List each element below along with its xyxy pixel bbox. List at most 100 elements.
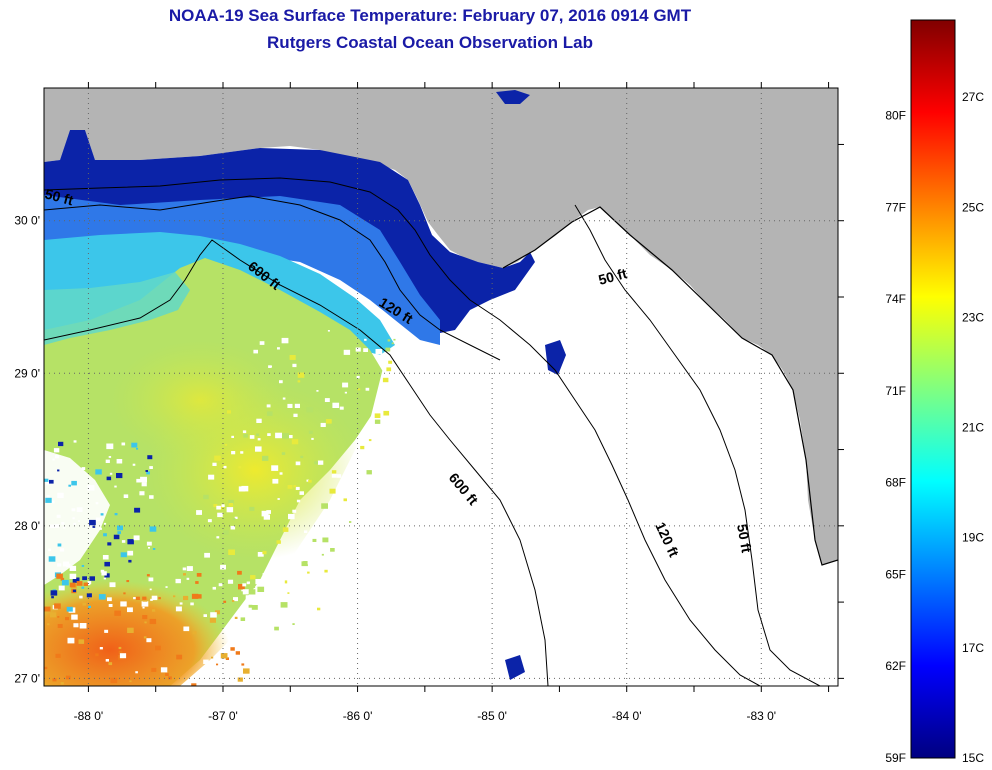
- speckle: [149, 588, 152, 591]
- speckle: [220, 564, 226, 570]
- speckle: [89, 519, 96, 526]
- speckle: [306, 407, 314, 413]
- speckle: [252, 341, 257, 345]
- speckle: [158, 597, 161, 600]
- speckle: [54, 524, 59, 528]
- speckle: [221, 504, 225, 507]
- speckle: [127, 627, 134, 633]
- speckle: [228, 549, 235, 555]
- speckle: [279, 380, 283, 384]
- speckle: [151, 667, 157, 672]
- speckle: [123, 494, 129, 498]
- speckle: [355, 368, 360, 372]
- speckle: [49, 612, 57, 618]
- speckle: [292, 363, 297, 368]
- speckle: [104, 561, 110, 567]
- speckle: [382, 377, 389, 383]
- speckle: [243, 668, 250, 674]
- speckle: [248, 604, 253, 608]
- speckle: [351, 362, 356, 366]
- speckle: [165, 586, 168, 588]
- speckle: [149, 618, 157, 625]
- speckle: [209, 617, 216, 623]
- speckle: [230, 525, 236, 530]
- speckle: [266, 510, 271, 514]
- speckle: [249, 435, 255, 439]
- cool-eddy: [44, 272, 190, 345]
- speckle: [250, 575, 256, 580]
- speckle: [99, 527, 102, 530]
- speckle: [230, 647, 235, 651]
- speckle: [291, 439, 299, 445]
- speckle: [246, 581, 250, 585]
- speckle: [308, 590, 312, 593]
- colorbar-celsius-label: 25C: [962, 200, 984, 214]
- colorbar-celsius-label: 27C: [962, 90, 984, 104]
- speckle: [354, 394, 359, 398]
- speckle: [66, 606, 73, 612]
- speckle: [208, 474, 215, 480]
- speckle: [301, 561, 308, 567]
- speckle: [45, 481, 50, 485]
- speckle: [374, 419, 381, 424]
- speckle: [183, 626, 190, 632]
- colorbar-fahrenheit-label: 74F: [885, 292, 906, 306]
- speckle: [57, 563, 62, 567]
- speckle: [304, 530, 308, 533]
- cloud-cover-center: [180, 350, 700, 686]
- speckle: [131, 442, 138, 448]
- speckle: [190, 602, 194, 606]
- speckle: [50, 524, 55, 529]
- speckle: [101, 571, 107, 576]
- speckle: [238, 584, 245, 590]
- speckle: [44, 666, 48, 670]
- speckle: [366, 470, 372, 475]
- speckle: [374, 413, 381, 418]
- speckle: [311, 437, 314, 440]
- speckle: [226, 507, 234, 513]
- speckle: [287, 560, 294, 567]
- lon-tick-label: -88 0': [74, 709, 104, 723]
- speckle: [242, 583, 247, 587]
- speckle: [165, 673, 169, 676]
- speckle: [160, 667, 168, 673]
- colorbar-fahrenheit-label: 68F: [885, 476, 906, 490]
- speckle: [69, 582, 76, 588]
- speckle: [135, 596, 140, 600]
- speckle: [142, 606, 145, 609]
- speckle: [368, 370, 372, 373]
- speckle: [149, 495, 154, 499]
- speckle: [295, 486, 300, 490]
- speckle: [127, 550, 134, 556]
- warm-core-north: [110, 340, 290, 460]
- speckle: [360, 445, 365, 450]
- contour-120ft-north: [44, 195, 501, 361]
- speckle: [95, 469, 102, 475]
- speckle: [300, 455, 304, 459]
- speckle: [321, 553, 324, 556]
- lat-tick-label: 28 0': [14, 519, 40, 533]
- speckle: [45, 497, 52, 503]
- speckle: [333, 375, 338, 380]
- speckle: [118, 646, 122, 650]
- speckle: [57, 469, 60, 472]
- speckle: [48, 548, 52, 552]
- speckle: [57, 492, 64, 498]
- speckle: [150, 598, 153, 601]
- speckle: [254, 556, 261, 563]
- speckle: [53, 448, 60, 453]
- speckle: [293, 485, 297, 488]
- speckle: [49, 479, 54, 484]
- speckle: [114, 513, 118, 516]
- speckle: [54, 455, 60, 459]
- speckle: [46, 495, 50, 498]
- speckle: [306, 479, 310, 482]
- speckle: [228, 503, 234, 507]
- speckle: [69, 565, 77, 571]
- speckle: [326, 419, 332, 424]
- speckle: [334, 513, 337, 515]
- speckle: [146, 471, 150, 475]
- speckle: [71, 480, 77, 486]
- speckle: [95, 502, 99, 505]
- speckle: [212, 586, 216, 590]
